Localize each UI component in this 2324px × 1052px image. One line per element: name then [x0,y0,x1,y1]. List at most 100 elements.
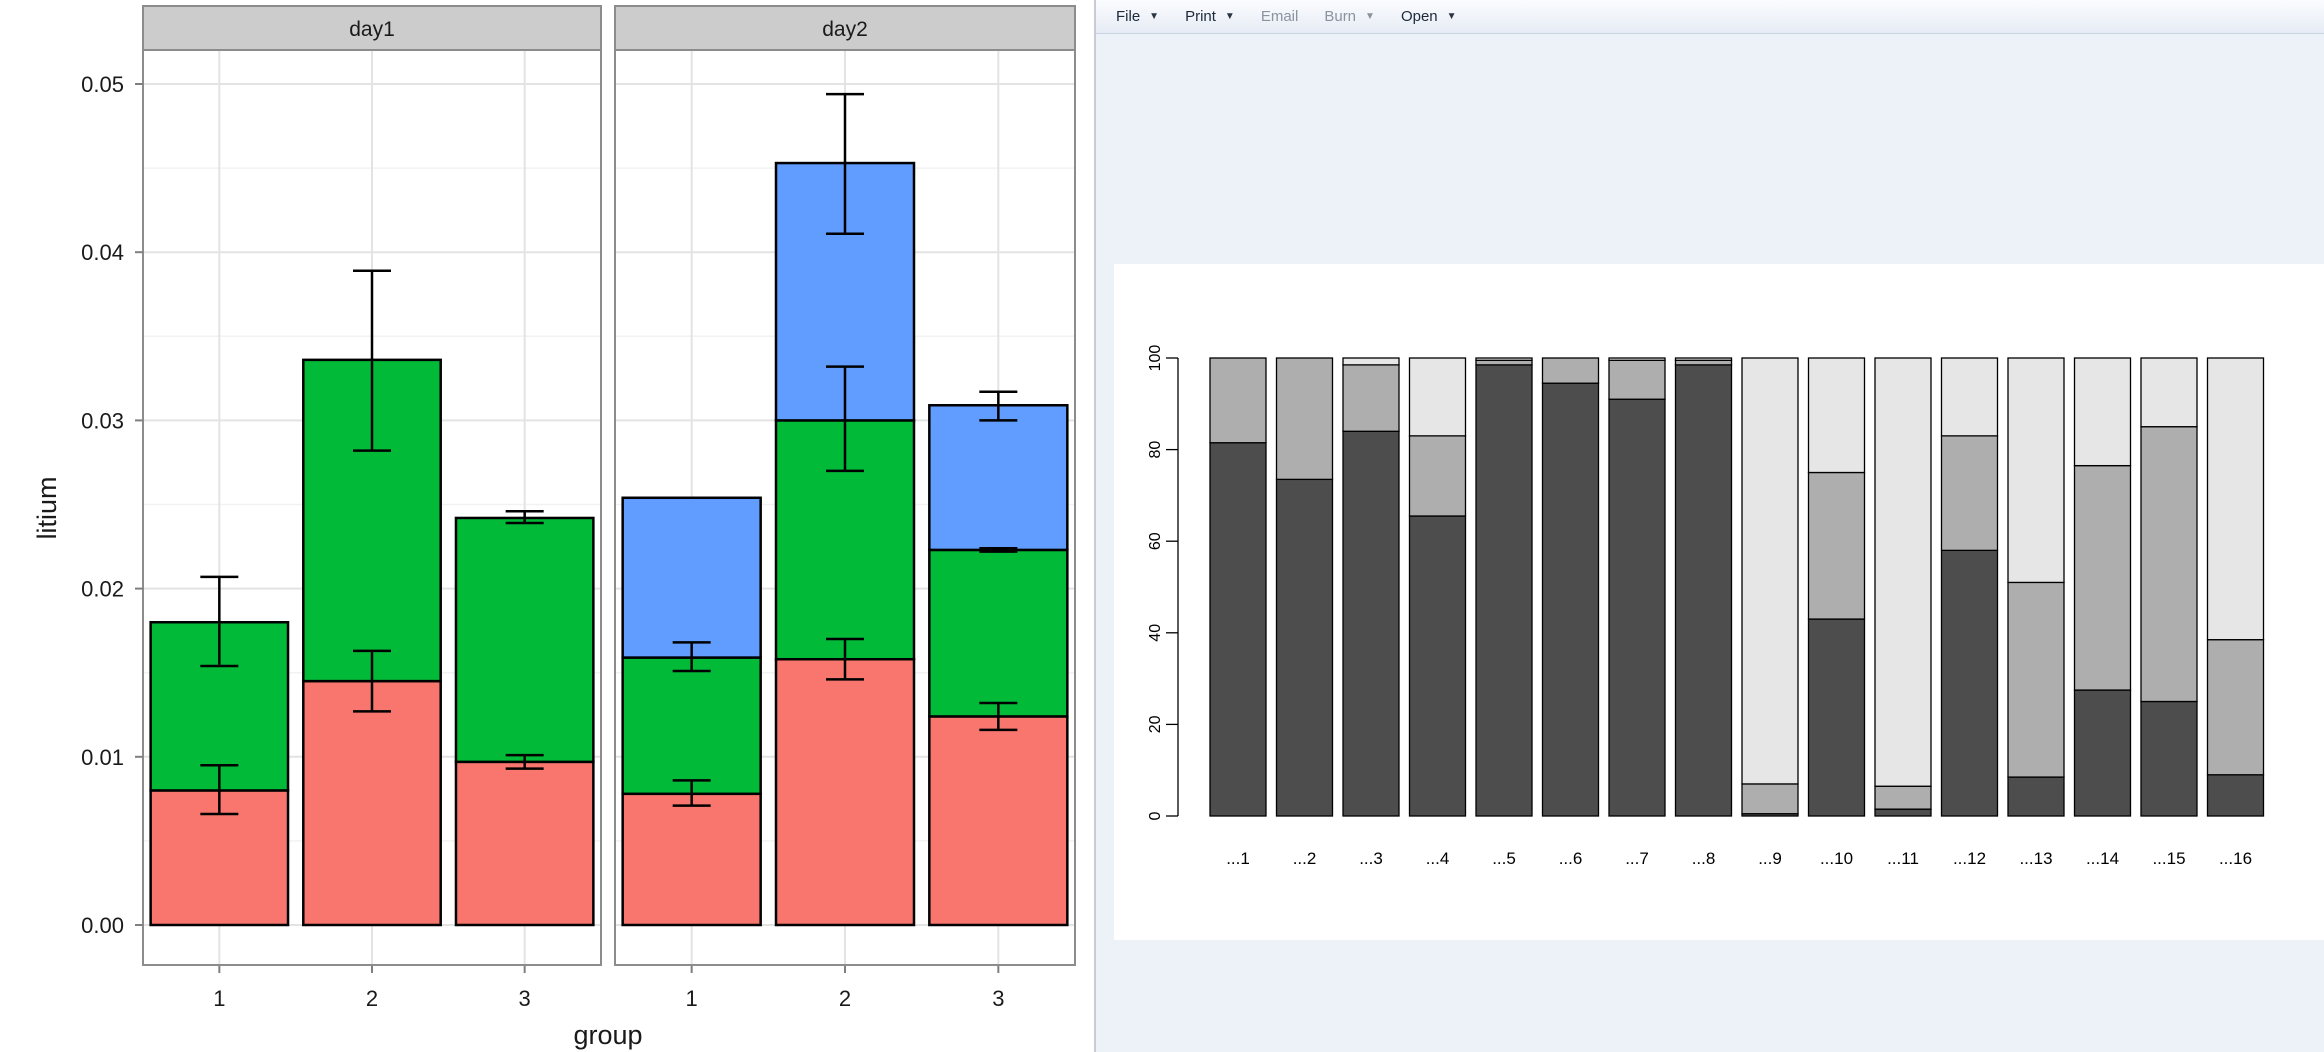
error-bar [979,390,1018,422]
error-bar [505,753,544,770]
file-menu[interactable]: File ▼ [1116,8,1159,25]
bar-segment [1541,357,1600,384]
y-tick-label: 0.02 [81,577,124,602]
facet-strip-label: day1 [349,18,395,41]
chevron-down-icon: ▼ [1224,11,1235,22]
bar-segment [2140,700,2198,817]
bar-segment [1342,364,1400,432]
y-tick-label: 0.01 [81,745,124,770]
x-tick-label: ...16 [2219,849,2252,868]
bar-segment [1874,785,1932,810]
bar-segment [1342,357,1400,366]
bar-segment [1874,357,1932,787]
facet-strip [614,5,1076,51]
bar-segment [1608,357,1666,361]
x-tick-label: ...4 [1426,849,1450,868]
bar-segment [302,679,442,927]
chevron-down-icon: ▼ [1446,11,1457,22]
x-tick-label: ...1 [1226,849,1250,868]
bar-segment [1674,364,1733,817]
x-tick-label: ...6 [1559,849,1583,868]
burn-menu[interactable]: Burn ▼ [1324,8,1375,25]
y-tick-label: 100 [1147,345,1164,372]
y-tick-label: 0.00 [81,913,124,938]
bar-segment [2073,464,2132,691]
x-tick-label: 3 [992,986,1004,1011]
x-tick-label: ...14 [2086,849,2119,868]
x-axis-title: group [573,1020,642,1050]
error-bar [979,701,1018,732]
bar-segment [2206,774,2265,817]
open-menu[interactable]: Open ▼ [1401,8,1457,25]
bar-segment [1408,515,1467,817]
file-menu-label: File [1116,8,1141,25]
bar-segment [454,516,595,764]
facet-chart-panel: day1 1 2 3 day2 1 2 3 0.00 0.01 0.02 0.03 0.04 0.05 gr… [0,0,1094,1052]
bar-segment [1674,357,1733,361]
error-bar [979,546,1018,553]
y-tick-label: 0.03 [81,408,124,433]
bar-segment [2073,689,2132,817]
x-tick-label: 2 [366,986,378,1011]
bar-segment [1874,808,1932,817]
bar-segment [928,548,1069,718]
bar-segment [1275,357,1334,481]
error-bar [826,365,864,473]
bar-segment [454,760,595,927]
bar-segment [2140,357,2198,428]
bar-segment [2007,357,2065,584]
bar-segment [621,496,762,659]
error-bar [826,637,864,681]
bar-segment [2206,357,2265,641]
bar-segment [2007,776,2065,817]
open-menu-label: Open [1400,8,1438,25]
x-tick-label: ...10 [1820,849,1853,868]
bar-segment [1209,357,1267,444]
x-tick-label: ...7 [1625,849,1649,868]
bar-segment [1475,364,1533,817]
x-tick-label: ...11 [1887,849,1919,868]
y-tick-label: 40 [1147,624,1164,642]
bar-segment [621,792,762,927]
y-axis-title: litium [32,476,62,539]
bar-segment [928,404,1069,552]
panel-border [614,49,1076,966]
error-bar [672,779,711,807]
facet-strip [142,5,602,51]
bar-segment [1940,435,1999,552]
x-tick-label: 1 [213,986,225,1011]
facet-strip-label: day2 [822,18,868,41]
print-menu-label: Print [1185,8,1216,25]
x-tick-label: ...15 [2152,849,2185,868]
bar-segment [1674,359,1733,366]
bar-segment [1342,430,1400,817]
bar-segment [621,656,762,796]
bar-segment [1741,783,1799,815]
faceted-bar-chart: day1 1 2 3 day2 1 2 3 0.00 0.01 0.02 0.03 0.04 0.05 gr… [32,5,1076,1050]
x-tick-label: ...3 [1359,849,1383,868]
bar-segment [928,715,1069,927]
x-tick-label: 3 [519,986,531,1011]
bar-segment [1807,357,1866,474]
bar-segment [1275,478,1334,817]
error-bar [353,649,391,713]
bar-segment [1940,357,1999,437]
bar-segment [2140,426,2198,703]
bar-segment [1541,382,1600,817]
error-bar [505,509,544,525]
error-bar [200,763,239,816]
bar-segment [774,657,916,927]
x-tick-label: ...9 [1758,849,1782,868]
bar-segment [1475,357,1533,361]
bar-segment [1608,359,1666,400]
bar-segment [1741,357,1799,785]
stacked-percent-bar-chart: 0 20 40 60 80 100 ...1 ...2 ...3 ...4 ...5 ...6 ...7… [1147,345,2265,868]
print-menu[interactable]: Print ▼ [1185,8,1235,25]
bar-segment [1807,471,1866,620]
y-tick-label: 0.05 [81,72,124,97]
email-button[interactable]: Email [1261,8,1299,25]
x-tick-label: 1 [686,986,698,1011]
panel-border [142,49,602,966]
image-viewer: File ▼ Print ▼ Email Burn ▼ Open ▼ 0 20 40… [1096,0,2324,1052]
bar-segment [1408,435,1467,517]
